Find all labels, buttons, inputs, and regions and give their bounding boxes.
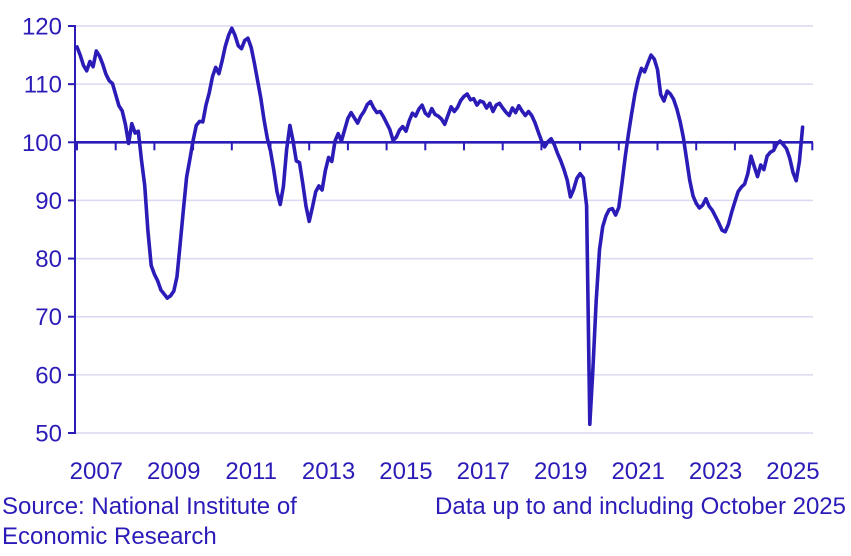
x-axis-label-2019: 2019 bbox=[534, 458, 587, 485]
x-axis-label-2017: 2017 bbox=[457, 458, 510, 485]
data-coverage-note: Data up to and including October 2025 bbox=[435, 492, 846, 522]
x-axis-label-2013: 2013 bbox=[302, 458, 355, 485]
y-axis-label-110: 110 bbox=[24, 72, 62, 99]
y-axis-label-50: 50 bbox=[35, 421, 62, 448]
y-axis-label-70: 70 bbox=[35, 304, 62, 331]
x-axis-label-2011: 2011 bbox=[225, 458, 277, 485]
data-note-text: Data up to and including October 2025 bbox=[435, 493, 846, 520]
source-attribution: Source: National Institute of Economic R… bbox=[2, 492, 297, 552]
source-line-1: Source: National Institute of bbox=[2, 493, 297, 520]
y-axis-label-90: 90 bbox=[35, 188, 62, 215]
y-axis-label-120: 120 bbox=[22, 14, 62, 41]
source-line-2: Economic Research bbox=[2, 523, 217, 550]
x-axis-label-2021: 2021 bbox=[611, 458, 664, 485]
x-axis-label-2009: 2009 bbox=[147, 458, 200, 485]
y-axis-label-100: 100 bbox=[22, 130, 62, 157]
y-axis-label-80: 80 bbox=[35, 246, 62, 273]
x-axis-label-2015: 2015 bbox=[379, 458, 432, 485]
x-axis-label-2023: 2023 bbox=[689, 458, 742, 485]
x-axis-label-2025: 2025 bbox=[766, 458, 819, 485]
x-axis-label-2007: 2007 bbox=[70, 458, 123, 485]
indicator-line-series bbox=[75, 26, 805, 427]
y-axis-label-60: 60 bbox=[35, 362, 62, 389]
